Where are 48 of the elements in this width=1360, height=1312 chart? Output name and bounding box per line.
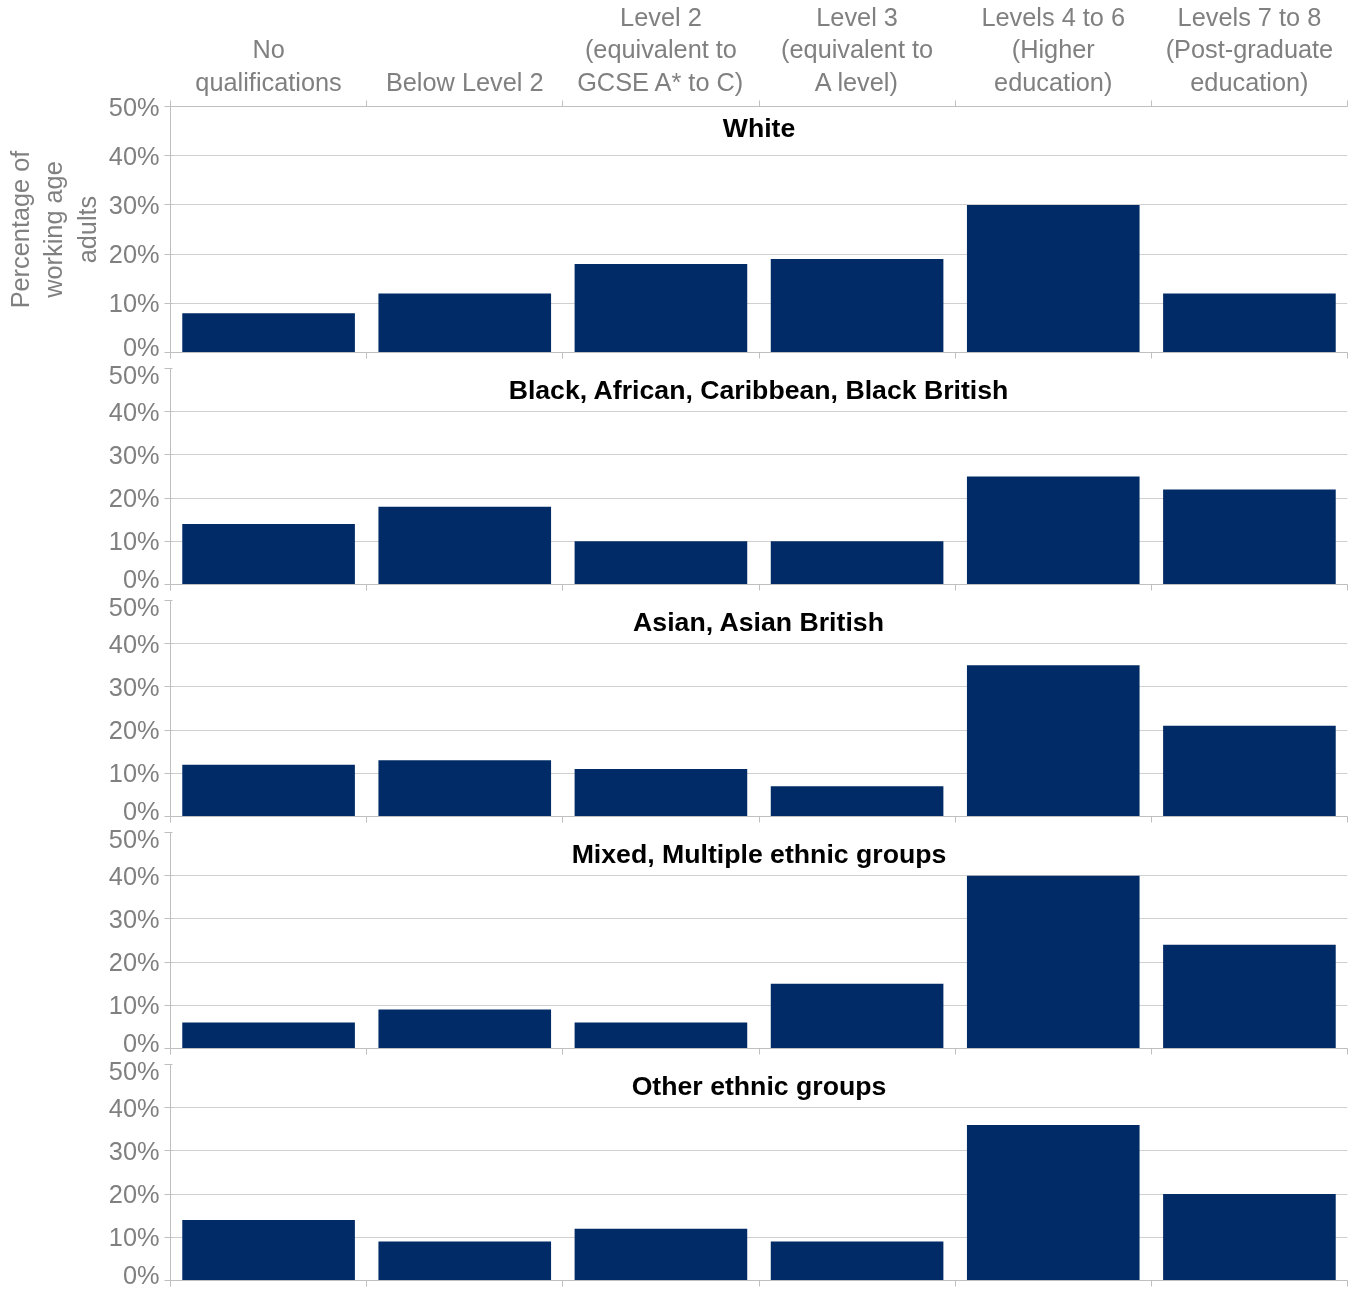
y-tick-label: 0% <box>122 796 160 825</box>
x-tick-label: Level 2 (equivalent to GCSE A* to C) <box>577 3 744 96</box>
y-tick-label: 40% <box>108 629 160 658</box>
y-tick-label: 0% <box>122 1260 160 1289</box>
y-tick-label: 0% <box>122 332 160 361</box>
y-tick-label: 50% <box>108 1056 160 1085</box>
y-tick-label: 50% <box>108 92 160 121</box>
y-tick-label: 20% <box>108 1180 160 1209</box>
bar <box>574 263 748 353</box>
chart-title: Black, African, Caribbean, Black British <box>508 374 1009 405</box>
y-tick-label: 40% <box>108 1093 160 1122</box>
bar <box>966 204 1140 353</box>
y-tick-label: 30% <box>108 440 160 469</box>
y-tick-label: 30% <box>108 672 160 701</box>
bar <box>378 293 552 353</box>
y-axis-title: Percentage of working age adults <box>5 149 101 309</box>
y-tick-label: 20% <box>108 484 160 513</box>
bar <box>1163 293 1336 353</box>
y-tick-label: 20% <box>108 948 160 977</box>
chart-title: White <box>722 112 796 143</box>
x-tick-label: Level 3 (equivalent to A level) <box>781 3 934 96</box>
y-tick-label: 20% <box>108 716 160 745</box>
y-tick-label: 10% <box>108 759 160 788</box>
y-tick-label: 10% <box>108 289 160 318</box>
y-tick-label: 0% <box>122 1028 160 1057</box>
y-tick-label: 50% <box>108 360 160 389</box>
bar <box>770 259 944 353</box>
x-tick-label: Below Level 2 <box>385 67 544 96</box>
y-tick-label: 50% <box>108 592 160 621</box>
y-tick-label: 10% <box>108 991 160 1020</box>
chart-title: Mixed, Multiple ethnic groups <box>571 838 947 869</box>
y-tick-label: 0% <box>122 564 160 593</box>
y-tick-label: 10% <box>108 527 160 556</box>
bar <box>182 313 355 353</box>
y-tick-label: 50% <box>108 824 160 853</box>
chart-title: Asian, Asian British <box>633 606 884 637</box>
x-tick-label: Levels 4 to 6 (Higher education) <box>981 3 1126 96</box>
y-tick-label: 30% <box>108 190 160 219</box>
chart-title: Other ethnic groups <box>631 1070 887 1101</box>
y-tick-label: 40% <box>108 861 160 890</box>
y-tick-label: 30% <box>108 1136 160 1165</box>
x-tick-label: No qualifications <box>195 35 342 96</box>
y-tick-label: 10% <box>108 1223 160 1252</box>
y-tick-label: 30% <box>108 904 160 933</box>
x-tick-label: Levels 7 to 8 (Post-graduate education) <box>1165 3 1334 96</box>
y-tick-label: 40% <box>108 141 160 170</box>
y-tick-label: 20% <box>108 240 160 269</box>
y-tick-label: 40% <box>108 397 160 426</box>
